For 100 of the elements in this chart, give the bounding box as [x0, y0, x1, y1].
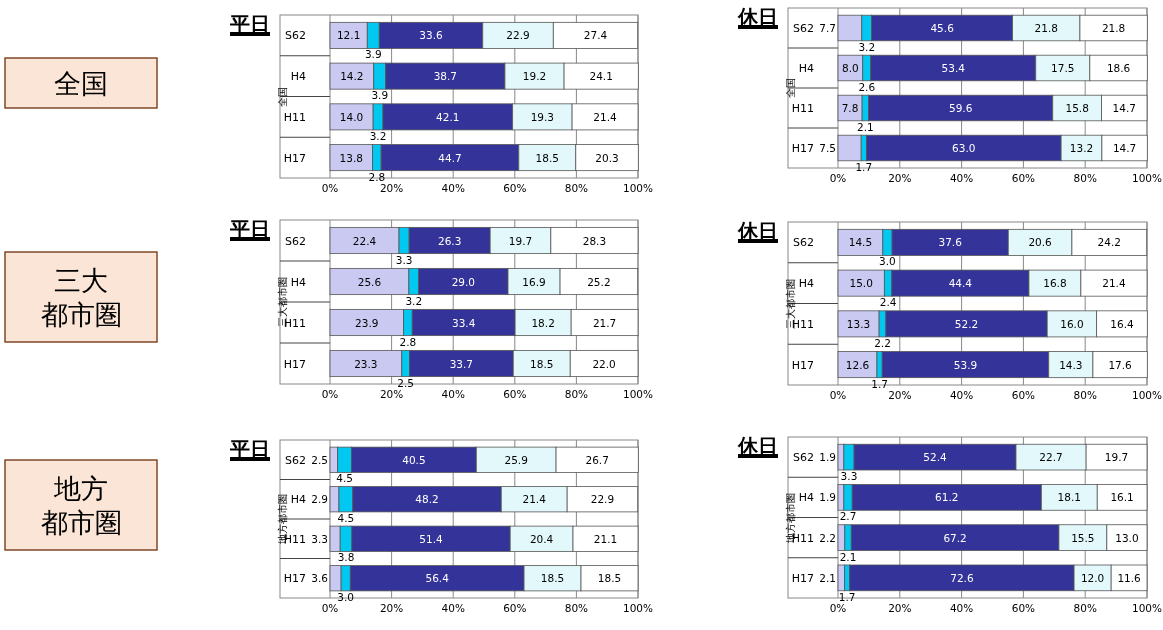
data-label: 3.9	[364, 48, 382, 61]
data-label: 12.6	[845, 358, 870, 371]
data-label: 2.7	[839, 510, 857, 523]
data-label: 13.0	[1115, 531, 1139, 544]
data-label: 33.7	[449, 357, 474, 370]
data-label: 15.8	[1065, 102, 1089, 114]
x-tick-label: 20%	[888, 172, 912, 184]
x-tick-label: 20%	[888, 602, 912, 614]
data-label: 19.2	[522, 70, 547, 83]
data-label: 33.4	[451, 316, 476, 329]
y-tick-label: H17	[283, 357, 306, 371]
x-tick-label: 0%	[321, 602, 339, 614]
data-label: 22.7	[1039, 451, 1063, 464]
data-label: 2.9	[311, 493, 328, 506]
y-tick-label: H4	[798, 62, 814, 75]
x-tick-label: 40%	[949, 602, 974, 614]
data-label: 16.4	[1110, 317, 1134, 330]
x-tick-label: 100%	[622, 388, 654, 400]
data-label: 2.2	[819, 531, 836, 544]
data-label: 20.4	[529, 532, 554, 545]
data-label: 2.1	[856, 120, 874, 133]
data-label: 23.9	[355, 316, 379, 329]
x-tick-label: 60%	[503, 388, 527, 400]
data-label: 25.9	[504, 453, 528, 466]
data-label: 2.8	[368, 170, 386, 183]
y-tick-label: H11	[283, 110, 306, 124]
y-tick-label: H4	[798, 277, 814, 291]
data-label: 21.8	[1101, 22, 1126, 34]
data-label: 2.6	[858, 80, 876, 93]
data-label: 25.2	[587, 275, 611, 288]
x-tick-label: 60%	[1011, 172, 1036, 184]
data-label: 42.1	[436, 110, 460, 123]
data-label: 24.2	[1097, 236, 1121, 249]
y-tick-label: S62	[793, 236, 814, 250]
x-tick-label: 0%	[829, 389, 847, 401]
x-tick-label: 60%	[1011, 602, 1036, 614]
data-label: 13.8	[339, 151, 363, 164]
data-label: 3.6	[311, 572, 329, 585]
data-label: 7.8	[841, 102, 859, 114]
y-tick-label: H17	[283, 151, 306, 165]
data-label: 21.4	[593, 110, 618, 123]
data-label: 27.4	[583, 29, 608, 42]
data-label: 1.9	[819, 491, 836, 504]
chart-title: 休日	[737, 434, 778, 458]
data-label: 61.2	[935, 491, 959, 504]
data-label: 21.7	[592, 316, 617, 329]
data-label: 7.7	[819, 22, 836, 34]
data-label: 67.2	[943, 531, 967, 544]
data-label: 3.2	[858, 40, 876, 53]
data-label: 4.5	[336, 472, 353, 485]
data-label: 21.8	[1034, 22, 1058, 34]
data-label: 15.5	[1071, 531, 1095, 544]
data-label: 53.9	[953, 358, 978, 371]
data-label: 44.4	[948, 277, 973, 290]
data-label: 19.7	[1104, 451, 1129, 464]
data-label: 15.0	[849, 277, 873, 290]
y-tick-label: S62	[793, 451, 814, 465]
data-label: 38.7	[433, 70, 458, 83]
data-label: 16.0	[1060, 317, 1084, 330]
data-label: 14.3	[1059, 358, 1083, 371]
data-label: 44.7	[438, 151, 462, 164]
y-tick-label: H4	[798, 491, 814, 505]
x-tick-label: 40%	[949, 389, 974, 401]
data-label: 20.3	[595, 151, 619, 164]
text: 地方都市圏	[40, 473, 122, 538]
data-label: 18.5	[540, 572, 565, 585]
y-tick-label: H4	[290, 275, 306, 289]
x-tick-label: 80%	[1073, 602, 1097, 614]
x-tick-label: 20%	[379, 182, 404, 194]
data-label: 14.0	[339, 110, 364, 123]
x-tick-label: 40%	[441, 182, 465, 194]
data-label: 16.9	[522, 275, 546, 288]
data-label: 18.5	[530, 357, 554, 370]
bar	[837, 564, 845, 592]
data-label: 14.5	[848, 236, 873, 249]
data-label: 18.5	[597, 572, 622, 585]
data-label: 21.4	[522, 493, 547, 506]
data-label: 1.9	[819, 451, 836, 464]
data-label: 3.9	[371, 89, 389, 102]
x-tick-label: 0%	[321, 182, 339, 194]
data-label: 3.3	[840, 470, 858, 483]
x-tick-label: 20%	[379, 388, 404, 400]
data-label: 1.7	[838, 590, 856, 603]
chart-title: 平日	[229, 437, 270, 461]
x-tick-label: 40%	[441, 602, 465, 614]
data-label: 14.7	[1112, 102, 1136, 114]
data-label: 7.5	[819, 142, 836, 154]
data-label: 18.1	[1057, 491, 1081, 504]
data-label: 24.1	[589, 70, 613, 83]
y-axis-title: 全国	[277, 86, 288, 107]
x-tick-label: 20%	[888, 389, 912, 401]
chart-title: 休日	[737, 219, 778, 243]
text: 三大都市圏	[40, 265, 122, 330]
data-label: 4.5	[337, 511, 355, 524]
data-label: 28.3	[582, 234, 607, 247]
data-label: 16.8	[1043, 277, 1067, 290]
data-label: 52.2	[954, 317, 979, 330]
data-label: 12.0	[1080, 571, 1105, 584]
data-label: 72.6	[950, 571, 974, 584]
x-tick-label: 80%	[564, 602, 589, 614]
